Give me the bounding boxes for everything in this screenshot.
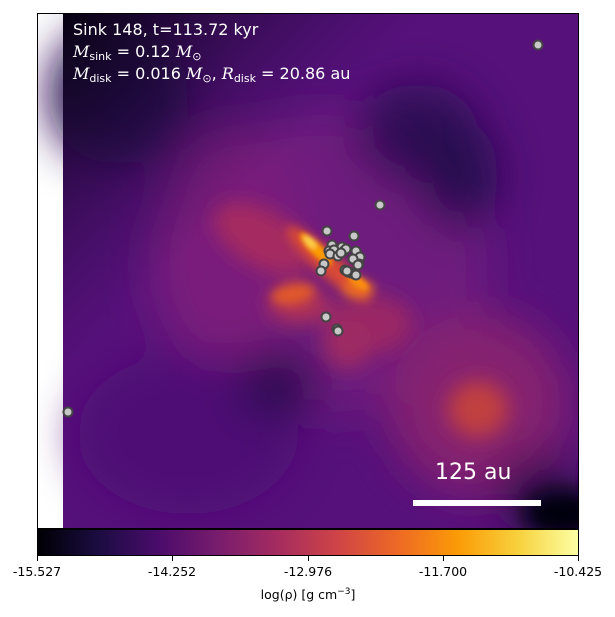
density-map-panel: Sink 148, t=113.72 kyr Msink = 0.12 M⊙ M…	[37, 13, 579, 529]
colorbar-tick-mark	[37, 556, 38, 561]
colorbar-tick-mark	[172, 556, 173, 561]
sink-marker	[332, 325, 344, 337]
colorbar-tick-label: -12.976	[283, 564, 333, 579]
sink-marker	[335, 247, 347, 259]
density-map-image	[38, 14, 578, 528]
colorbar	[37, 529, 579, 556]
density-field	[48, 14, 578, 528]
colorbar-tick-label: -15.527	[12, 564, 62, 579]
colorbar-tick-label: -14.252	[147, 564, 197, 579]
sink-marker	[532, 39, 544, 51]
sink-particles	[62, 39, 544, 418]
disk-properties-text: Mdisk = 0.016 M⊙, Rdisk = 20.86 au	[73, 64, 351, 85]
sink-marker	[352, 259, 364, 271]
sink-marker	[320, 311, 332, 323]
colorbar-tick-label: -11.700	[418, 564, 468, 579]
colorbar-axis-label: log(ρ) [g cm−3]	[260, 587, 356, 603]
colorbar-tick-mark	[578, 556, 579, 561]
colorbar-tick-mark	[443, 556, 444, 561]
scale-bar	[413, 500, 541, 506]
colorbar-tick-label: -10.425	[553, 564, 603, 579]
sink-marker	[62, 406, 74, 418]
sink-mass-text: Msink = 0.12 M⊙	[73, 42, 202, 63]
sink-marker	[315, 265, 327, 277]
sink-title-text: Sink 148, t=113.72 kyr	[73, 20, 259, 39]
sink-marker	[348, 230, 360, 242]
sink-marker	[374, 199, 386, 211]
sink-marker	[321, 225, 333, 237]
scale-bar-label: 125 au	[435, 460, 512, 485]
colorbar-tick-mark	[308, 556, 309, 561]
sink-marker	[350, 269, 362, 281]
sink-marker	[341, 265, 353, 277]
